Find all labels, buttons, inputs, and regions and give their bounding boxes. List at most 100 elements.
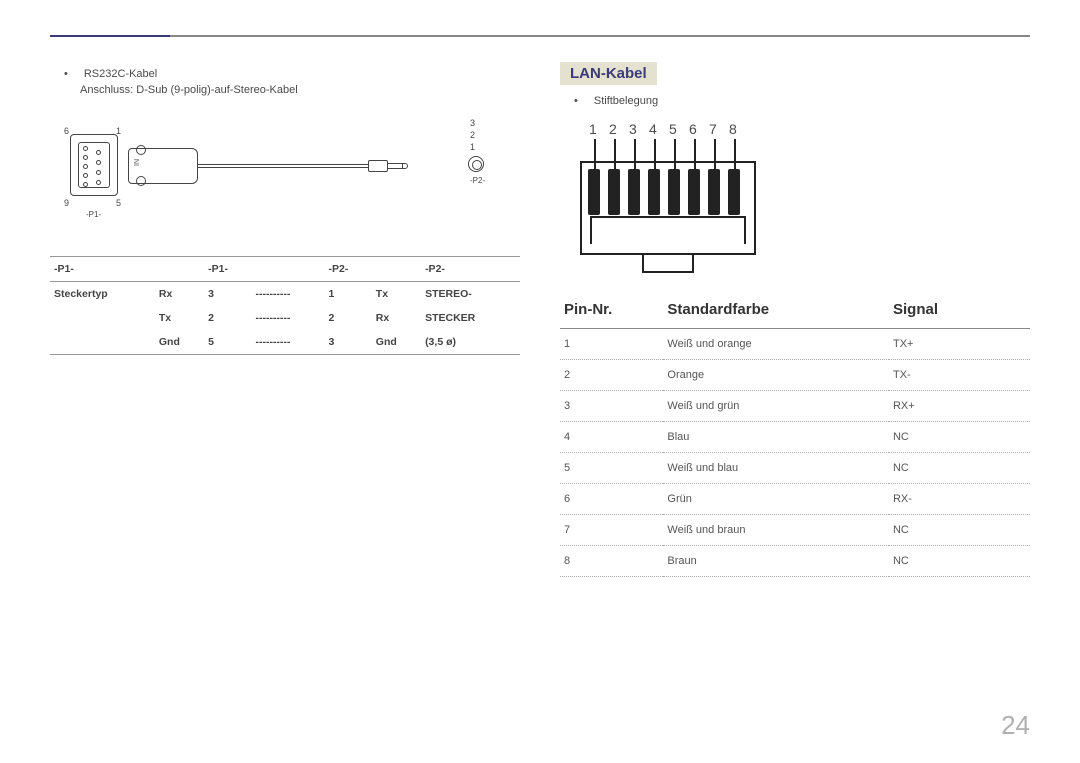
rs232-subline: Anschluss: D-Sub (9-polig)-auf-Stereo-Ka… [80,84,520,96]
lan-cell: Braun [663,546,889,577]
page-number: 24 [1001,710,1030,741]
rs-h [155,257,204,282]
screw-icon [136,176,146,186]
left-column: RS232C-Kabel Anschluss: D-Sub (9-polig)-… [50,40,520,577]
stereo-socket-icon [468,156,484,172]
jack-num: 2 [470,130,475,140]
rs-c [50,330,155,355]
rs-body: Steckertyp Rx 3 ---------- 1 Tx STEREO- … [50,282,520,355]
table-row: 7Weiß und braunNC [560,515,1030,546]
db9-num-bl: 9 [64,198,69,208]
lan-cell: 5 [560,453,663,484]
lan-cell: NC [889,546,1030,577]
rs-h: -P1- [204,257,251,282]
bullet-dot [64,68,74,80]
table-row: 2OrangeTX- [560,360,1030,391]
rs-c: STECKER [421,306,520,330]
p1-label: -P1- [86,210,101,219]
lan-table: Pin-Nr. Standardfarbe Signal 1Weiß und o… [560,291,1030,577]
rs232-diagram: 6 1 9 5 -P1- IN [50,116,520,236]
rj-num: 1 [589,121,597,137]
rs-c: Gnd [155,330,204,355]
right-column: LAN-Kabel Stiftbelegung 12345678 Pin-Nr.… [560,40,1030,577]
lan-cell: 8 [560,546,663,577]
rs232-label: RS232C-Kabel [84,68,157,80]
lan-cell: Grün [663,484,889,515]
in-label: IN [134,159,141,166]
rs-c: 3 [204,282,251,307]
db9-pin [83,164,88,169]
rs-h: -P2- [421,257,520,282]
lan-cell: RX- [889,484,1030,515]
lan-cell: NC [889,453,1030,484]
rs-c [50,306,155,330]
rs-h: -P2- [324,257,371,282]
rs-c: 2 [204,306,251,330]
lan-bullet-label: Stiftbelegung [594,95,658,107]
rs-c: 2 [324,306,371,330]
jack-shaft [388,163,402,169]
page-header-rule [50,35,1030,37]
rj45-diagram: 12345678 [570,121,1030,281]
rs-header-row: -P1- -P1- -P2- -P2- [50,257,520,282]
rj-num: 5 [669,121,677,137]
rj45-inner [590,216,746,244]
rs-h [251,257,324,282]
lan-cell: 6 [560,484,663,515]
lan-cell: Weiß und braun [663,515,889,546]
rs-c: Rx [372,306,421,330]
rs-c: (3,5 ø) [421,330,520,355]
page-content: RS232C-Kabel Anschluss: D-Sub (9-polig)-… [0,0,1080,577]
rs-c: 5 [204,330,251,355]
lan-cell: Weiß und grün [663,391,889,422]
lan-cell: 3 [560,391,663,422]
rj-num: 7 [709,121,717,137]
rs232-bullet: RS232C-Kabel [64,68,520,80]
jack-num: 3 [470,118,475,128]
db9-num-tl: 6 [64,126,69,136]
bullet-dot [574,95,584,107]
p2-label: -P2- [470,176,485,185]
rj-num: 6 [689,121,697,137]
db9-num-br: 5 [116,198,121,208]
rs-c: STEREO- [421,282,520,307]
cable-body: IN [128,148,418,184]
lan-cell: Blau [663,422,889,453]
rs-h: -P1- [50,257,155,282]
rs-c: Rx [155,282,204,307]
cable-wire [198,164,368,168]
lan-h-color: Standardfarbe [663,291,889,329]
table-row: 1Weiß und orangeTX+ [560,329,1030,360]
rs-c: 3 [324,330,371,355]
lan-cell: NC [889,515,1030,546]
jack-num: 1 [470,142,475,152]
table-row: 5Weiß und blauNC [560,453,1030,484]
table-row: 4BlauNC [560,422,1030,453]
db9-pin [83,146,88,151]
lan-h-signal: Signal [889,291,1030,329]
lan-cell: TX+ [889,329,1030,360]
table-row: 8BraunNC [560,546,1030,577]
rs-c: ---------- [251,282,324,307]
lan-cell: RX+ [889,391,1030,422]
db9-pin [96,150,101,155]
rj-num: 8 [729,121,737,137]
rs232-table: -P1- -P1- -P2- -P2- Steckertyp Rx 3 ----… [50,256,520,355]
lan-cell: 1 [560,329,663,360]
lan-cell: Orange [663,360,889,391]
table-row: Tx 2 ---------- 2 Rx STECKER [50,306,520,330]
rs-c: ---------- [251,330,324,355]
rs-c: ---------- [251,306,324,330]
lan-title: LAN-Kabel [560,62,657,85]
db9-pin [96,170,101,175]
rs-c: 1 [324,282,371,307]
jack-body [368,160,388,172]
rj-num: 3 [629,121,637,137]
table-row: 6GrünRX- [560,484,1030,515]
rj-num: 4 [649,121,657,137]
db9-pin [83,173,88,178]
lan-h-pin: Pin-Nr. [560,291,663,329]
stereo-jack [368,160,408,172]
rj45-clip [642,253,694,273]
lan-cell: 7 [560,515,663,546]
